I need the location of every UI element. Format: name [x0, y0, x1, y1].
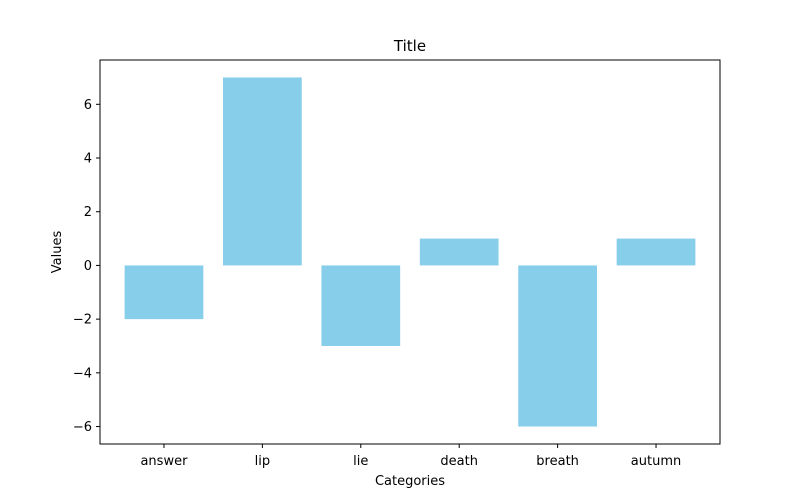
x-tick-label: lip — [255, 454, 270, 469]
y-axis-ticks: −6 −4 −2 0 2 4 6 — [73, 98, 100, 435]
x-axis-label: Categories — [375, 474, 445, 489]
y-tick-label: 0 — [84, 259, 92, 274]
bars-layer — [124, 77, 696, 427]
bar-lie — [321, 265, 401, 346]
plot-frame — [99, 59, 721, 445]
y-tick-label: −2 — [73, 313, 92, 328]
bar-autumn — [616, 238, 696, 266]
y-tick-label: 6 — [84, 98, 92, 113]
x-tick-label: autumn — [631, 454, 681, 469]
x-tick-label: breath — [536, 454, 579, 469]
y-tick-label: 4 — [84, 152, 92, 167]
x-tick-label: answer — [140, 454, 188, 469]
bar-death — [419, 238, 499, 266]
y-tick-label: −6 — [73, 420, 92, 435]
y-tick-label: 2 — [84, 205, 92, 220]
bar-lip — [223, 77, 302, 266]
y-tick-label: −4 — [73, 366, 92, 381]
x-axis-ticks: answer lip lie death breath autumn — [140, 444, 681, 469]
x-tick-label: lie — [353, 454, 368, 469]
bar-answer — [124, 265, 204, 320]
x-tick-label: death — [440, 454, 478, 469]
y-axis-label: Values — [50, 231, 65, 274]
bar-breath — [518, 265, 597, 427]
chart-title: Title — [393, 37, 426, 55]
